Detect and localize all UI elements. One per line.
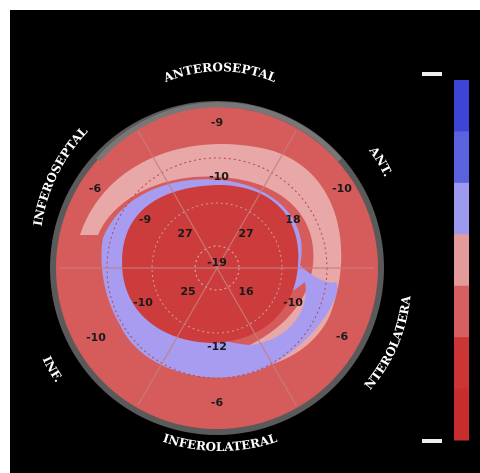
value-apical-1: 27 xyxy=(177,227,192,240)
value-mid-3: -10 xyxy=(283,296,303,309)
value-mid-1: -10 xyxy=(209,170,229,183)
colorbar-bands xyxy=(454,80,469,441)
colorbar-band xyxy=(454,80,469,132)
value-mid-5: -10 xyxy=(133,296,153,309)
anteroseptal-arc xyxy=(96,102,342,162)
value-mid-2: 18 xyxy=(285,213,300,226)
value-mid-4: -12 xyxy=(207,340,227,353)
bullseye-figure: ANTEROSEPTAL ANT. ANTEROLATERAL INFEROLA… xyxy=(10,10,480,473)
value-basal-1: -9 xyxy=(211,116,223,129)
label-anteroseptal: ANTEROSEPTAL xyxy=(161,60,279,85)
value-apex: -19 xyxy=(207,256,227,269)
value-basal-3: -6 xyxy=(336,330,349,343)
colorbar xyxy=(422,72,472,444)
colorbar-band xyxy=(454,285,469,338)
colorbar-band xyxy=(454,388,469,441)
label-inf: INF. xyxy=(40,354,66,385)
bullseye-plot: ANTEROSEPTAL ANT. ANTEROLATERAL INFEROLA… xyxy=(10,10,472,454)
colorbar-bottom-tick xyxy=(422,439,442,443)
value-apical-2: 27 xyxy=(238,227,253,240)
value-apical-3: 16 xyxy=(238,285,254,298)
segment-dividers xyxy=(60,130,374,406)
colorbar-top-tick xyxy=(422,72,442,76)
label-ant: ANT. xyxy=(366,143,395,179)
colorbar-band xyxy=(454,234,469,287)
value-basal-5: -10 xyxy=(86,331,106,344)
inner-red-core xyxy=(122,185,299,343)
colorbar-band xyxy=(454,182,469,235)
colorbar-band xyxy=(454,337,469,390)
colorbar-band xyxy=(454,131,469,184)
value-apical-4: 25 xyxy=(180,285,195,298)
value-basal-4: -6 xyxy=(211,396,224,409)
value-basal-6: -6 xyxy=(89,182,102,195)
value-basal-2: -10 xyxy=(332,182,352,195)
value-mid-6: -9 xyxy=(139,213,151,226)
